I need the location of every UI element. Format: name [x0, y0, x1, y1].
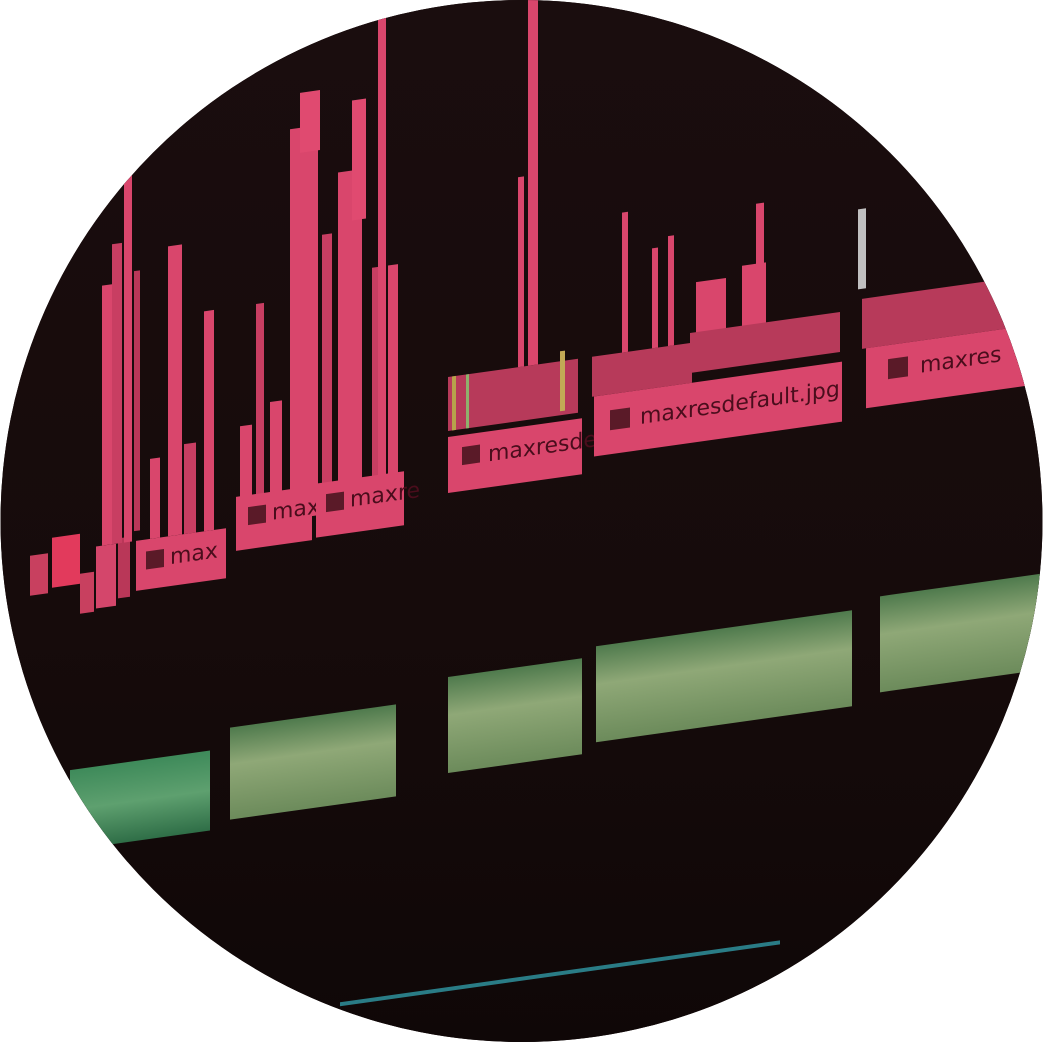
video-spike: [134, 270, 140, 532]
video-spike: [388, 264, 398, 506]
video-spike: [184, 442, 196, 535]
video-marker: [858, 208, 866, 290]
video-clip: [118, 536, 130, 599]
video-frame: [452, 375, 456, 431]
video-clip: [96, 543, 116, 609]
video-spike: [756, 202, 764, 334]
video-spike: [112, 242, 122, 545]
audio-clip: [230, 704, 396, 820]
video-spike: [256, 302, 264, 525]
clip-icon: [610, 407, 630, 431]
video-clip: [236, 486, 312, 551]
timeline: max maxi maxre: [30, 0, 1043, 1007]
track-accent-line: [340, 940, 780, 1007]
video-spike: [290, 125, 318, 520]
video-spike: [668, 235, 674, 347]
video-clip: [136, 528, 226, 591]
video-frame: [466, 374, 469, 429]
video-clip: [448, 418, 582, 494]
video-clip-strip: [592, 342, 692, 397]
video-clip: [866, 321, 1043, 409]
video-clip-strip: [690, 311, 840, 374]
video-spike: [622, 211, 628, 353]
video-spike: [338, 169, 362, 513]
video-spike: [322, 233, 332, 515]
video-spike: [204, 309, 214, 532]
audio-clip: [70, 750, 210, 851]
video-spike: [168, 244, 182, 537]
video-spike: [124, 171, 132, 543]
video-spike: [696, 277, 726, 343]
audio-clip: [448, 658, 582, 774]
video-spike: [378, 0, 386, 507]
video-clip: [52, 533, 80, 588]
video-clip: [316, 471, 404, 538]
clip-icon: [888, 356, 908, 380]
audio-track: [70, 572, 1043, 851]
audio-clip: [880, 572, 1043, 693]
video-spike: [102, 284, 112, 546]
video-frame: [560, 350, 565, 412]
video-spike: [150, 457, 160, 539]
video-clip-strip: [448, 358, 578, 432]
clip-icon: [248, 504, 266, 526]
clip-icon: [462, 444, 480, 466]
video-clip: [594, 361, 842, 457]
video-spike: [652, 247, 658, 349]
video-spike: [528, 0, 538, 366]
video-clip: [30, 553, 48, 596]
video-spike: [300, 90, 320, 153]
audio-clip: [596, 610, 852, 743]
video-clip: [80, 571, 94, 614]
video-track: max maxi maxre: [30, 0, 1043, 614]
video-spike: [352, 98, 366, 221]
clip-icon: [146, 548, 164, 570]
video-spike: [518, 176, 524, 368]
clip-icon: [326, 491, 344, 513]
